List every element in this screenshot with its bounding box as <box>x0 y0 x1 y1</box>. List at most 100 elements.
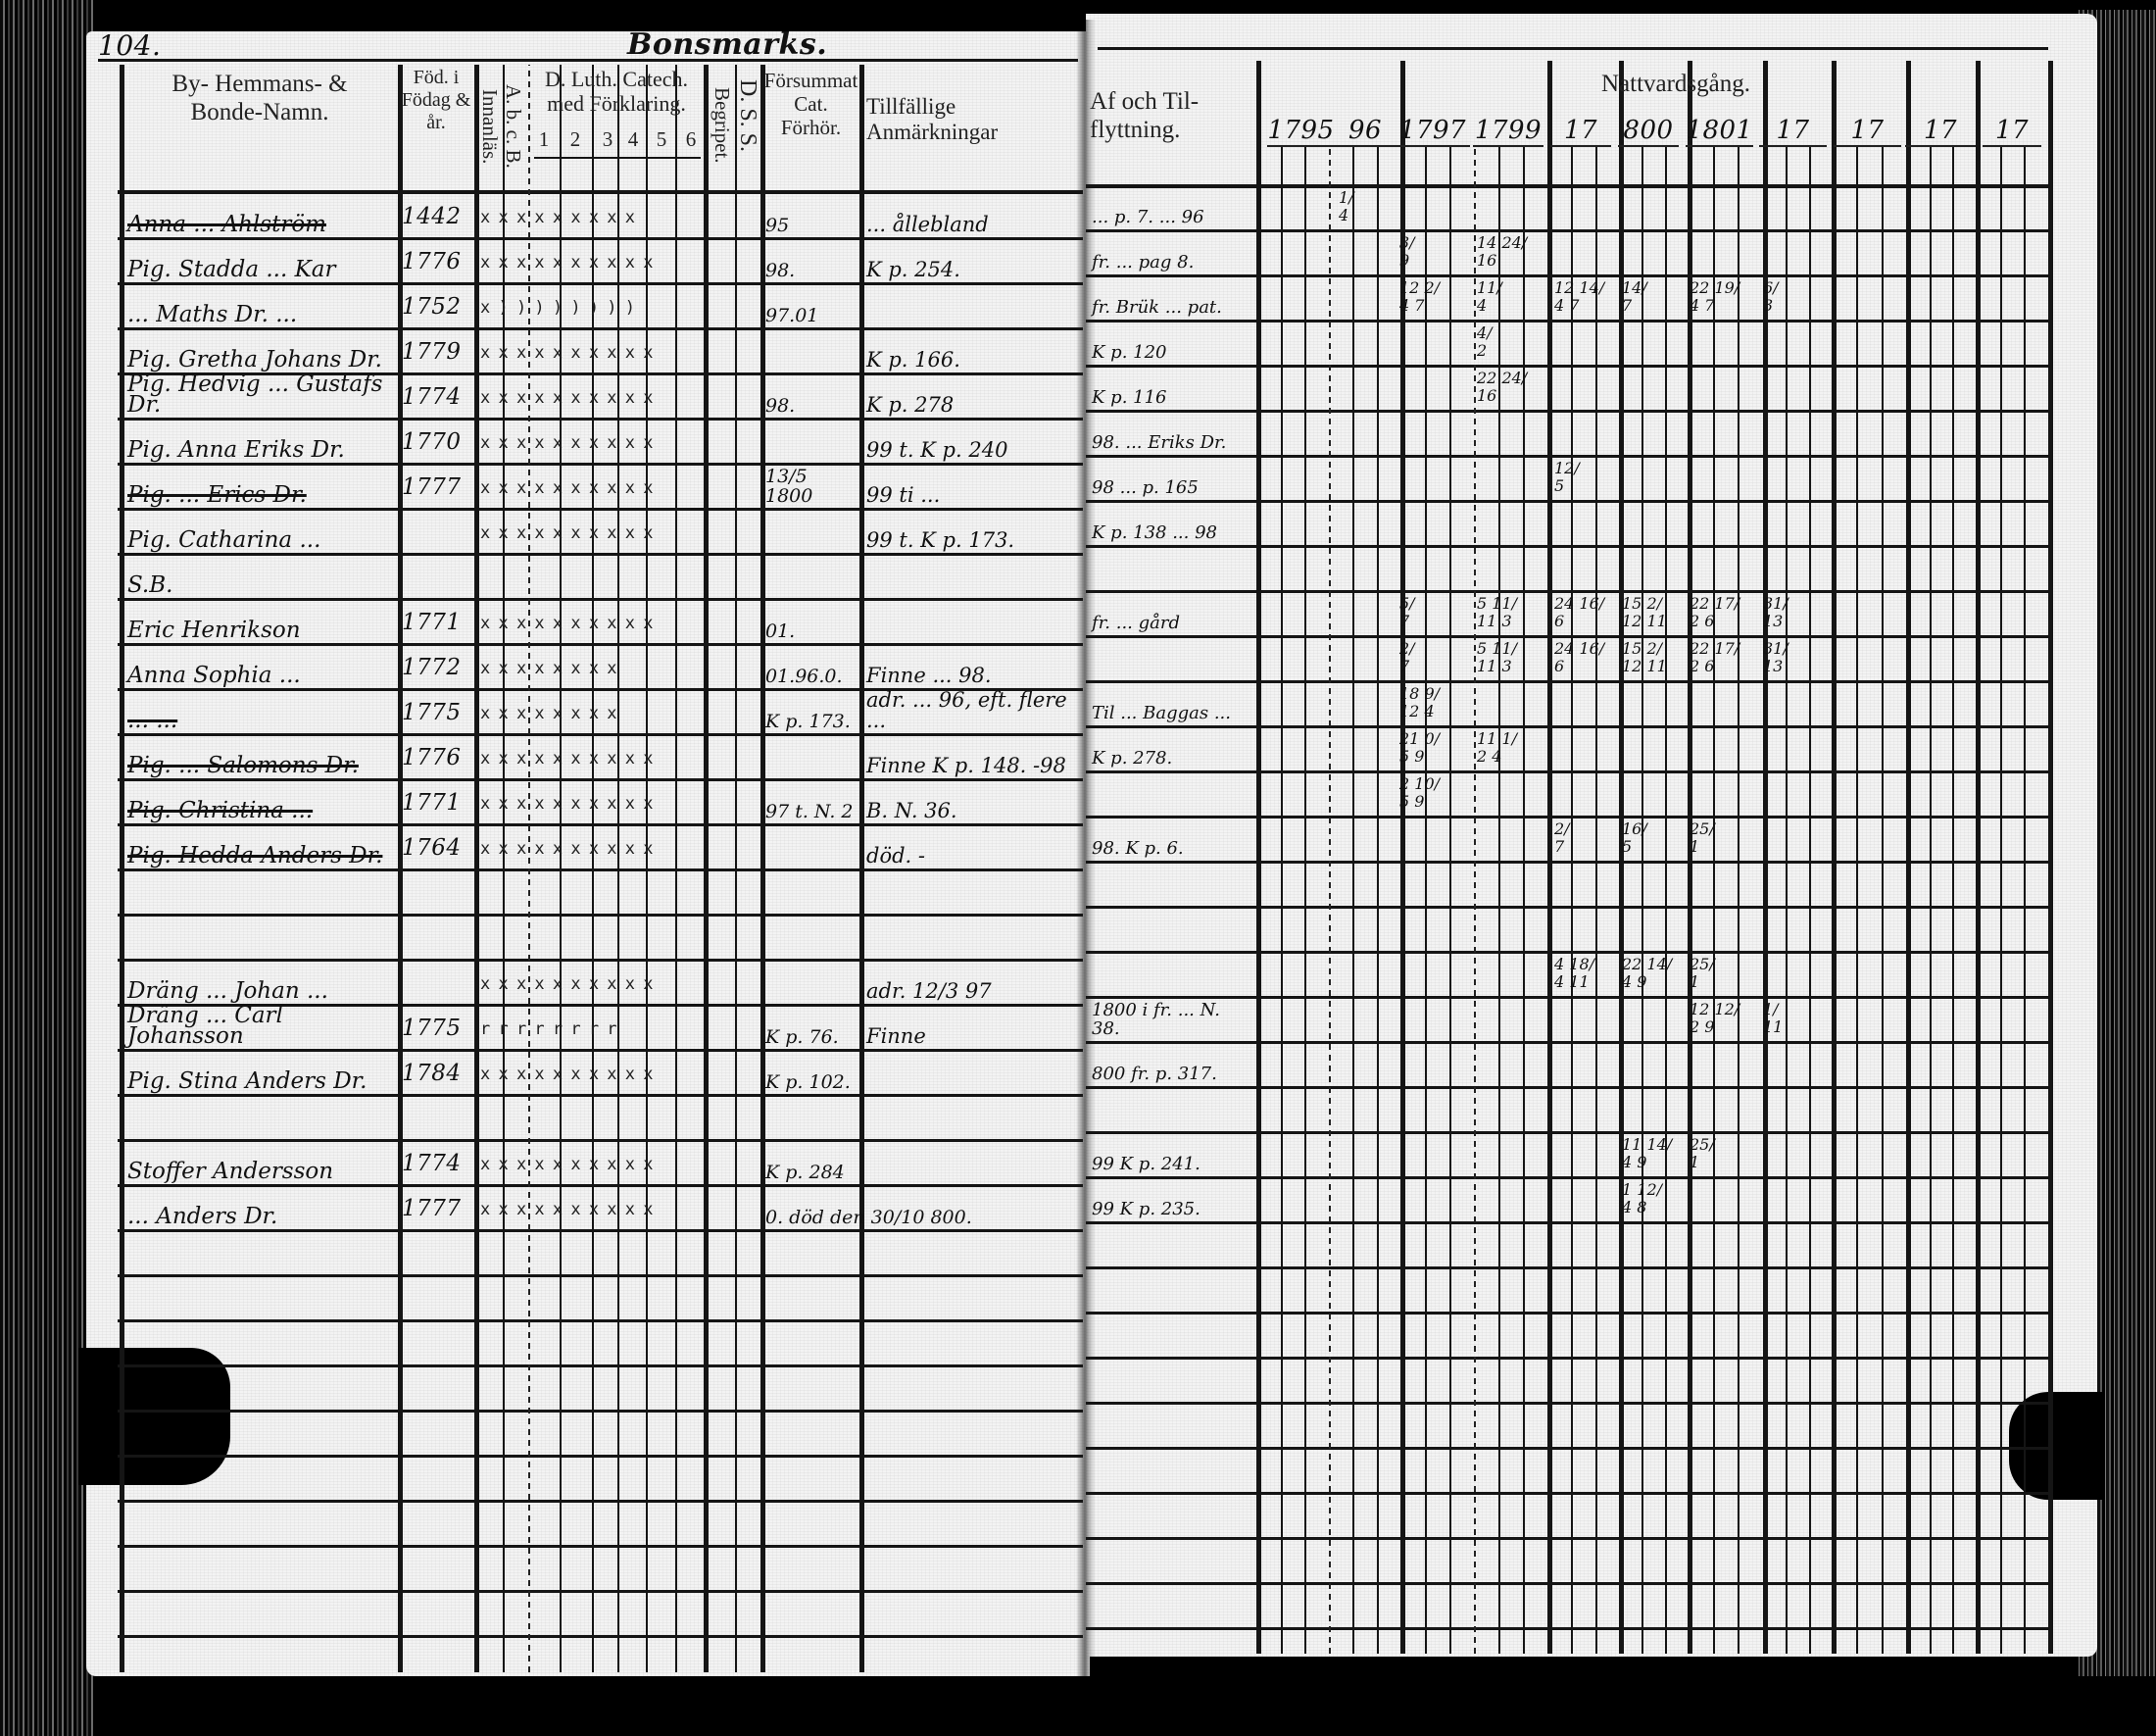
birth-year: 1764 <box>402 835 462 861</box>
move-note: K p. 138 ... 98 <box>1092 522 1218 543</box>
resident-name: Pig. Hedvig ... Gustafs Dr. <box>127 372 383 418</box>
row-rule <box>118 643 1083 646</box>
row-rule <box>1086 1041 2051 1044</box>
communion-date-mark: 31/ 13 <box>1763 639 1788 675</box>
resident-name: Anna ... Ahlström <box>127 212 326 237</box>
column-rule <box>646 65 648 1672</box>
remark: Finne K p. 148. -98 <box>866 754 1066 777</box>
communion-date-mark: 1/ 11 <box>1763 1000 1784 1036</box>
communion-year: 1799 <box>1473 116 1544 147</box>
reading-marks: x x x x x x x x x x <box>480 433 653 453</box>
communion-date-mark: 24 16/ 6 <box>1554 639 1605 675</box>
remark: K p. 166. <box>866 348 960 372</box>
reading-marks: x x x x x x x x x x <box>480 839 653 859</box>
row-rule <box>118 1229 1083 1232</box>
communion-date-mark: 12 2/ 4 7 <box>1399 278 1441 315</box>
header-born: Föd. i Födag & år. <box>401 67 471 133</box>
birth-year: 1775 <box>402 1016 462 1041</box>
missed-examination: 98. <box>765 395 796 417</box>
communion-date-mark: 18 9/ 12 4 <box>1399 684 1441 720</box>
remark: 99 t. K p. 173. <box>866 528 1015 552</box>
column-rule <box>1281 147 1283 1654</box>
page-damage <box>78 1348 230 1485</box>
resident-name: Pig. Stadda ... Kar <box>127 257 336 282</box>
column-rule <box>1619 61 1624 1654</box>
row-rule <box>118 1455 1083 1458</box>
row-rule <box>1086 545 2051 548</box>
communion-year: 17 <box>1983 116 2041 147</box>
birth-year: 1771 <box>402 610 462 635</box>
catechism-part-number: 4 <box>627 127 639 151</box>
resident-name: Pig. ... Erics Dr. <box>127 482 307 508</box>
remark: K p. 278 <box>866 393 955 417</box>
column-rule <box>592 65 594 1672</box>
communion-date-mark: 2/ 7 <box>1399 639 1415 675</box>
missed-examination: 01. <box>765 620 796 642</box>
column-rule <box>859 65 864 1672</box>
row-rule <box>1086 1312 2051 1314</box>
communion-date-mark: 21 0/ 5 9 <box>1399 729 1441 766</box>
reading-marks: x x x x x x x x x x <box>480 388 653 408</box>
communion-year: 1797 <box>1396 116 1470 147</box>
reading-marks: x x x x x x x x x <box>480 208 635 227</box>
birth-year: 1774 <box>402 1151 462 1176</box>
column-rule <box>1809 147 1811 1654</box>
communion-year: 17 <box>1759 116 1827 147</box>
missed-examination: 98. <box>765 260 796 281</box>
communion-date-mark: 12 14/ 4 7 <box>1554 278 1605 315</box>
remark: adr. 12/3 97 <box>866 979 992 1003</box>
column-rule <box>120 65 124 1672</box>
row-rule <box>118 1319 1083 1322</box>
row-rule <box>118 508 1083 511</box>
row-rule <box>118 282 1083 285</box>
remark: Finne ... 98. <box>866 664 992 687</box>
row-rule <box>118 823 1083 826</box>
header-catechism: D. Luth. Catech. med Förklaring. <box>544 67 689 117</box>
communion-date-mark: 6/ 3 <box>1763 278 1779 315</box>
top-rule <box>1098 47 2048 50</box>
column-rule <box>1329 147 1331 1654</box>
row-rule <box>1086 455 2051 458</box>
communion-date-mark: 11 1/ 2 4 <box>1477 729 1518 766</box>
column-rule <box>503 65 505 1672</box>
row-rule <box>118 553 1083 556</box>
reading-marks: x x x x x x x x x x <box>480 253 653 273</box>
reading-marks: x x x x x x x x x x <box>480 614 653 633</box>
row-rule <box>118 237 1083 240</box>
move-note: fr. ... gård <box>1092 613 1180 633</box>
move-note: K p. 116 <box>1092 387 1167 408</box>
header-moves: Af och Til-flyttning. <box>1090 88 1200 143</box>
communion-year: 1801 <box>1686 116 1753 147</box>
move-note: 1800 i fr. ... N. 38. <box>1092 1000 1220 1039</box>
row-rule <box>118 1364 1083 1367</box>
row-rule <box>1086 1086 2051 1089</box>
birth-year: 1770 <box>402 429 462 455</box>
catechism-rule <box>534 157 701 159</box>
catechism-part-number: 3 <box>602 127 613 151</box>
row-rule <box>118 1049 1083 1052</box>
right-page <box>1086 14 2097 1657</box>
move-note: 800 fr. p. 317. <box>1092 1064 1217 1084</box>
row-rule <box>118 1500 1083 1503</box>
communion-date-mark: 22 24/ 16 <box>1477 369 1528 405</box>
birth-year: 1776 <box>402 745 462 770</box>
column-rule <box>1449 147 1451 1654</box>
column-rule <box>2000 147 2002 1654</box>
column-rule <box>1571 147 1573 1654</box>
birth-year: 1442 <box>402 204 462 229</box>
column-rule <box>760 65 765 1672</box>
communion-date-mark: 2 10/ 5 9 <box>1399 774 1441 811</box>
birth-year: 1777 <box>402 1196 462 1221</box>
remark: B. N. 36. <box>866 799 957 822</box>
resident-name: Pig. Anna Eriks Dr. <box>127 437 345 463</box>
row-rule <box>118 688 1083 691</box>
column-rule <box>1832 61 1837 1654</box>
column-rule <box>1400 61 1405 1654</box>
communion-date-mark: 22 14/ 4 9 <box>1622 955 1673 991</box>
row-rule <box>118 1139 1083 1142</box>
row-rule <box>1086 816 2051 818</box>
communion-date-mark: 25/ 1 <box>1690 819 1715 856</box>
communion-year: 17 <box>1905 116 1976 147</box>
header-remarks: Tillfällige Anmärkningar <box>866 94 999 145</box>
column-rule <box>1665 147 1667 1654</box>
